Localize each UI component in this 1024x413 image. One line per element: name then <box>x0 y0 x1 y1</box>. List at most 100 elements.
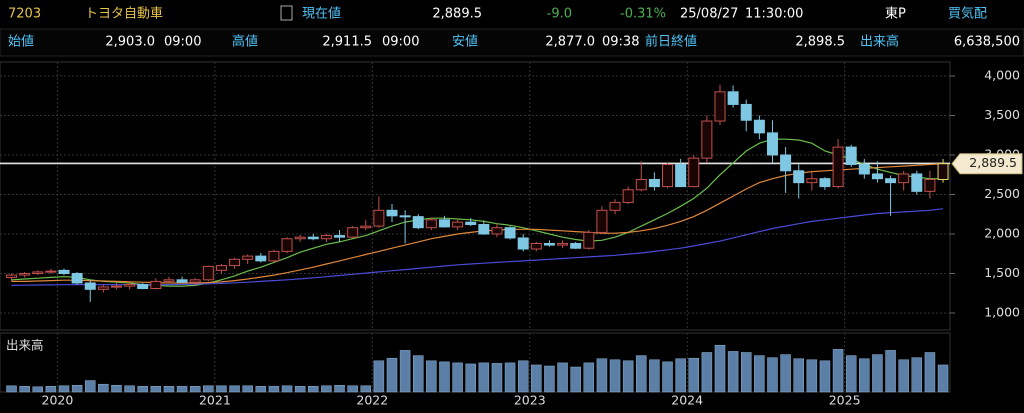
candle-body <box>504 227 516 239</box>
candle-body <box>898 173 910 184</box>
volume-bar <box>399 350 411 393</box>
y-tick-label: 3,500 <box>984 107 1020 122</box>
moving-average <box>11 138 943 287</box>
candle-body <box>347 227 359 238</box>
volume-bar <box>189 386 201 393</box>
volume-bar <box>688 357 700 393</box>
candle-body <box>438 219 450 228</box>
volume-bar <box>478 362 490 393</box>
y-tick-label: 4,000 <box>984 68 1020 83</box>
candle-body <box>819 178 831 188</box>
candle-body <box>150 280 162 290</box>
volume-bar <box>203 385 214 393</box>
volume-bar <box>636 355 647 393</box>
candle-body <box>635 178 647 191</box>
candle-body <box>491 227 503 235</box>
volume-bar <box>84 380 96 393</box>
candle-body <box>32 271 44 275</box>
volume-bar <box>150 386 162 393</box>
volume-bar <box>229 385 240 393</box>
candle-body <box>294 236 306 240</box>
volume-bar <box>504 362 516 393</box>
candle-body <box>45 270 57 273</box>
volume-bar <box>544 365 555 393</box>
volume-bar <box>517 360 529 393</box>
candle-body <box>58 269 70 274</box>
volume-bar <box>780 354 791 393</box>
candle-body <box>320 235 332 240</box>
volume-bar <box>98 383 109 393</box>
volume-bar <box>649 359 660 393</box>
candle-body <box>163 279 175 282</box>
volume-bar <box>360 385 372 393</box>
volume-bar <box>911 357 923 393</box>
volume-bar <box>268 386 280 393</box>
candle-body <box>517 237 529 250</box>
volume-bar <box>452 362 463 393</box>
candle-body <box>793 170 805 184</box>
candle-body <box>84 282 96 290</box>
volume-bar <box>294 386 306 393</box>
x-tick-label: 2021 <box>199 393 231 408</box>
volume-label: 出来高 <box>6 338 44 353</box>
volume-bar <box>19 386 30 393</box>
candle-body <box>215 265 227 271</box>
price-tag <box>951 153 1023 175</box>
candle-body <box>832 146 844 188</box>
volume-bar <box>767 357 778 393</box>
y-tick-label: 2,000 <box>984 226 1020 241</box>
candle-body <box>766 132 778 156</box>
candle-body <box>570 242 582 249</box>
candle-body <box>675 163 687 188</box>
x-tick-label: 2025 <box>829 393 861 408</box>
volume-bar <box>439 361 450 393</box>
candle-body <box>307 236 319 240</box>
candle-body <box>465 221 477 226</box>
volume-bar <box>727 351 739 393</box>
candle-body <box>6 274 18 278</box>
candle-body <box>885 178 897 184</box>
x-tick-label: 2024 <box>671 393 703 408</box>
stat-value: 6,638,500 <box>954 35 1020 50</box>
candle-body <box>583 231 595 249</box>
change: -9.0 <box>547 7 572 22</box>
x-tick-label: 2023 <box>514 393 546 408</box>
volume-bar <box>740 352 752 393</box>
price: 2,889.5 <box>432 7 482 22</box>
volume-bar <box>872 354 883 393</box>
volume-bar <box>32 386 44 393</box>
moving-average <box>11 163 944 284</box>
candle-body <box>648 178 660 188</box>
stat-value: 2,877.0 <box>545 35 595 50</box>
volume-bar <box>662 361 673 393</box>
candle-body <box>543 242 555 246</box>
candle-body <box>281 238 293 252</box>
volume-bar <box>898 359 909 393</box>
volume-bar <box>242 385 253 393</box>
label: 現在値 <box>302 6 341 22</box>
stats-row <box>0 28 1024 57</box>
volume-bar <box>308 386 319 393</box>
volume-bar <box>937 364 949 393</box>
volume-bar <box>701 352 713 393</box>
quote-button[interactable]: 買気配 <box>948 6 987 22</box>
stat-value: 2,911.5 <box>322 35 372 50</box>
candle-body <box>596 209 608 233</box>
volume-bar <box>124 385 135 393</box>
volume-bar <box>58 385 70 393</box>
icon[interactable] <box>280 5 293 21</box>
volume-bar <box>596 358 608 393</box>
volume-bar <box>412 355 424 393</box>
volume-bar <box>163 386 175 393</box>
volume-bar <box>885 350 896 393</box>
volume-bar <box>845 355 857 393</box>
volume-bar <box>255 386 267 393</box>
header-row <box>0 0 1024 28</box>
volume-bar <box>806 359 818 393</box>
candle-body <box>845 146 857 165</box>
candle-body <box>189 279 201 283</box>
volume-bar <box>347 385 358 393</box>
price-tag-label: 2,889.5 <box>969 155 1017 170</box>
candle-body <box>242 255 254 260</box>
candle-body <box>871 173 883 180</box>
